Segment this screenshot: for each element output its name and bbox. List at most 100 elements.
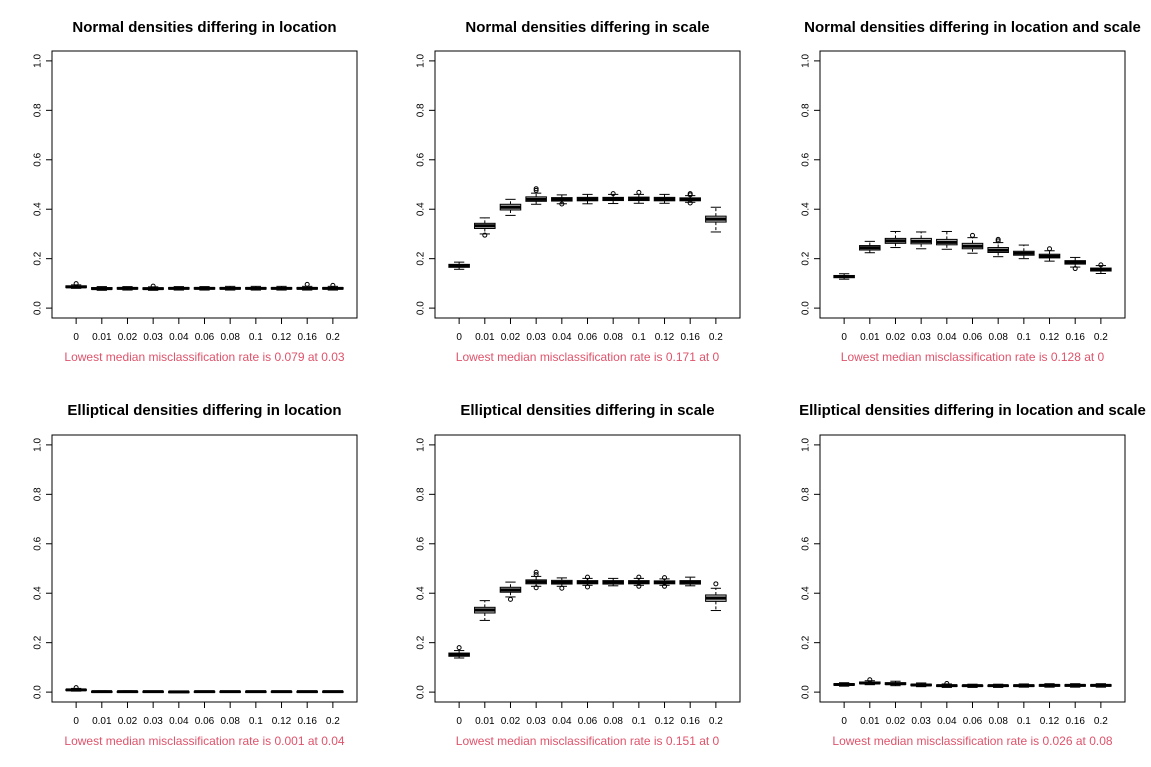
panel-title: Elliptical densities differing in locati… <box>799 402 1146 419</box>
x-tick-label: 0 <box>73 332 79 343</box>
outlier-point <box>970 232 975 238</box>
x-tick-label: 0.02 <box>886 332 906 343</box>
x-tick-label: 0.03 <box>911 332 931 343</box>
x-tick-label: 0.04 <box>169 332 189 343</box>
x-tick-label: 0.04 <box>552 716 572 727</box>
outlier-point <box>304 281 310 287</box>
plot-frame <box>434 434 741 703</box>
box-0.06 <box>193 690 216 694</box>
outlier-point <box>662 575 668 581</box>
panel-title: Elliptical densities differing in locati… <box>67 402 341 419</box>
outlier-point <box>687 200 693 206</box>
y-tick-label: 0.8 <box>416 103 427 117</box>
y-tick-label: 1.0 <box>801 54 812 68</box>
box-0.12 <box>270 285 293 291</box>
x-axis: 0 0.01 0.02 0.03 0.04 0.06 0.08 0.1 0.12 0.16 0.2 <box>841 318 1108 343</box>
panel-subtitle: Lowest median misclassification rate is … <box>64 734 344 748</box>
plot-frame <box>819 434 1126 703</box>
outlier-point <box>456 645 462 651</box>
y-tick-label: 0.4 <box>801 202 812 216</box>
y-tick-label: 0.0 <box>33 301 44 315</box>
x-tick-label: 0.03 <box>526 716 546 727</box>
x-tick-label: 0.2 <box>709 332 723 343</box>
outlier-point <box>585 584 590 590</box>
panel-subtitle: Lowest median misclassification rate is … <box>841 350 1105 364</box>
box-0.2 <box>705 581 727 612</box>
y-tick-label: 0.0 <box>416 685 427 699</box>
x-tick-label: 0.01 <box>475 716 495 727</box>
box-0.08 <box>987 236 1009 258</box>
x-tick-label: 0.16 <box>680 332 700 343</box>
outlier-point <box>150 283 156 289</box>
x-tick-label: 0.2 <box>326 716 340 727</box>
x-tick-label: 0.2 <box>1094 716 1108 727</box>
y-tick-label: 0.2 <box>416 635 427 649</box>
box-0.1 <box>1013 683 1035 688</box>
y-tick-label: 0.8 <box>801 487 812 501</box>
box-0.03 <box>525 186 547 205</box>
x-tick-label: 0.03 <box>143 716 163 727</box>
outlier-point <box>482 232 488 238</box>
outlier-point <box>636 574 642 580</box>
outlier-point <box>507 596 513 602</box>
outlier-point <box>533 187 539 193</box>
y-tick-label: 0.2 <box>801 251 812 265</box>
box-0.1 <box>1013 244 1035 260</box>
x-tick-label: 0.04 <box>937 332 957 343</box>
outlier-point <box>559 585 565 591</box>
y-tick-label: 0.4 <box>33 586 44 600</box>
y-axis: 0.0 0.2 0.4 0.6 0.8 1.0 <box>33 54 52 315</box>
x-tick-label: 0.04 <box>937 716 957 727</box>
box-0.02 <box>884 230 907 249</box>
x-tick-label: 0 <box>73 716 79 727</box>
outlier-point <box>610 191 616 197</box>
box-0.1 <box>628 189 650 204</box>
y-tick-label: 0.8 <box>33 487 44 501</box>
box-0.02 <box>116 690 139 694</box>
panel-subtitle: Lowest median misclassification rate is … <box>64 350 344 364</box>
y-axis: 0.0 0.2 0.4 0.6 0.8 1.0 <box>801 438 820 699</box>
box-0.02 <box>499 581 522 602</box>
x-tick-label: 0.1 <box>632 332 646 343</box>
x-tick-label: 0.08 <box>603 716 623 727</box>
x-tick-label: 0 <box>841 716 847 727</box>
y-tick-label: 0.4 <box>416 586 427 600</box>
x-tick-label: 0.04 <box>169 716 189 727</box>
box-0 <box>448 261 470 270</box>
box-0.01 <box>474 600 496 621</box>
panel-subtitle: Lowest median misclassification rate is … <box>832 734 1112 748</box>
box-0 <box>448 645 470 659</box>
box-0.08 <box>987 683 1009 688</box>
box-0.12 <box>1038 683 1061 688</box>
y-axis: 0.0 0.2 0.4 0.6 0.8 1.0 <box>801 54 820 315</box>
x-tick-label: 0.16 <box>1065 332 1085 343</box>
box-0.03 <box>525 569 547 591</box>
box-0 <box>65 281 87 289</box>
box-0.2 <box>322 690 344 694</box>
panel-title: Normal densities differing in location <box>72 19 336 36</box>
y-tick-label: 0.4 <box>801 586 812 600</box>
outlier-point <box>533 569 539 575</box>
x-tick-label: 0.02 <box>501 716 521 727</box>
x-tick-label: 0 <box>841 332 847 343</box>
panel-4: Elliptical densities differing in locati… <box>33 402 358 748</box>
x-tick-label: 0.06 <box>578 716 598 727</box>
box-0.16 <box>1064 683 1086 688</box>
x-tick-label: 0 <box>456 332 462 343</box>
x-tick-label: 0.01 <box>860 332 880 343</box>
y-axis: 0.0 0.2 0.4 0.6 0.8 1.0 <box>33 438 52 699</box>
box-0.06 <box>576 193 599 205</box>
y-axis: 0.0 0.2 0.4 0.6 0.8 1.0 <box>416 438 435 699</box>
outlier-point <box>1047 246 1053 252</box>
box-0.04 <box>551 194 573 207</box>
panel-title: Normal densities differing in scale <box>465 19 709 36</box>
box-0.2 <box>1090 262 1112 274</box>
x-tick-label: 0.08 <box>603 332 623 343</box>
x-tick-label: 0 <box>456 716 462 727</box>
box-0.1 <box>628 574 650 589</box>
box-0.01 <box>859 677 881 686</box>
x-tick-label: 0.06 <box>963 332 983 343</box>
box-0.03 <box>142 690 164 694</box>
box-0.04 <box>168 286 190 291</box>
